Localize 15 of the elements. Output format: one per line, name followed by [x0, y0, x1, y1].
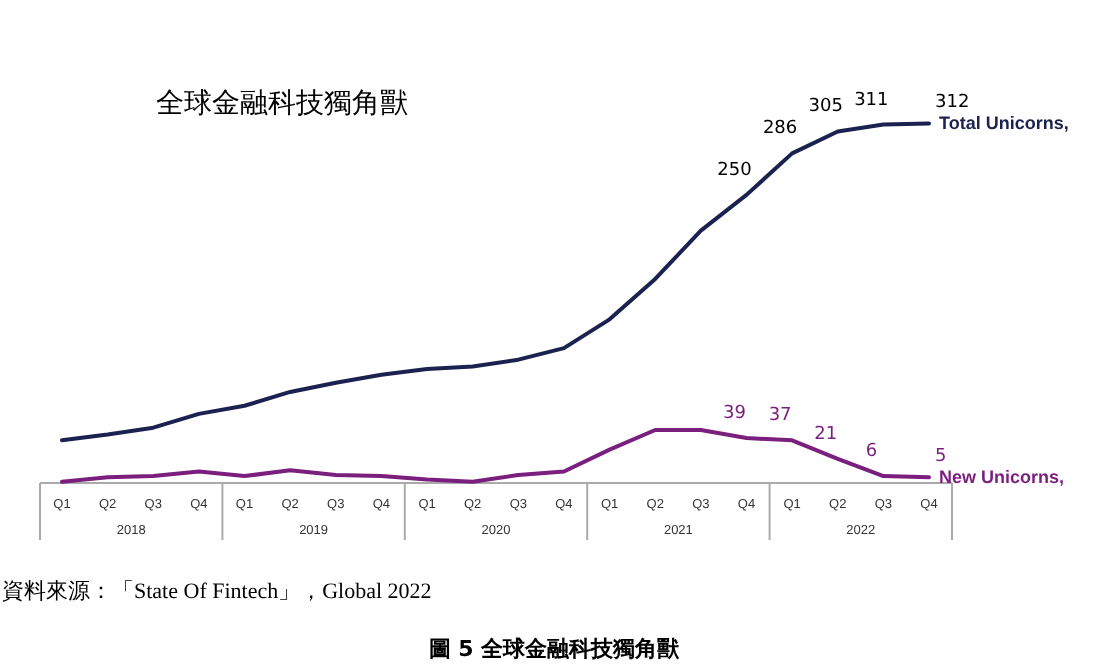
caption: 圖 5 全球金融科技獨角獸 — [428, 636, 682, 662]
series-label: New Unicorns, — [939, 467, 1065, 488]
data-label: 21 — [814, 424, 838, 445]
series-label: Total Unicorns, — [939, 113, 1069, 134]
data-label: 312 — [935, 93, 970, 114]
data-label: 305 — [808, 97, 843, 118]
data-label: 286 — [762, 119, 798, 140]
source-note: 資料來源：「State Of Fintech」，Global 2022 — [2, 578, 432, 604]
data-label: 39 — [723, 404, 747, 425]
chart-title: 全球金融科技獨角獸 — [156, 88, 408, 120]
data-label: 37 — [768, 406, 792, 427]
data-label: 250 — [717, 160, 753, 181]
data-label: 311 — [854, 90, 889, 111]
data-label: 5 — [935, 447, 947, 468]
data-label: 6 — [865, 442, 878, 463]
